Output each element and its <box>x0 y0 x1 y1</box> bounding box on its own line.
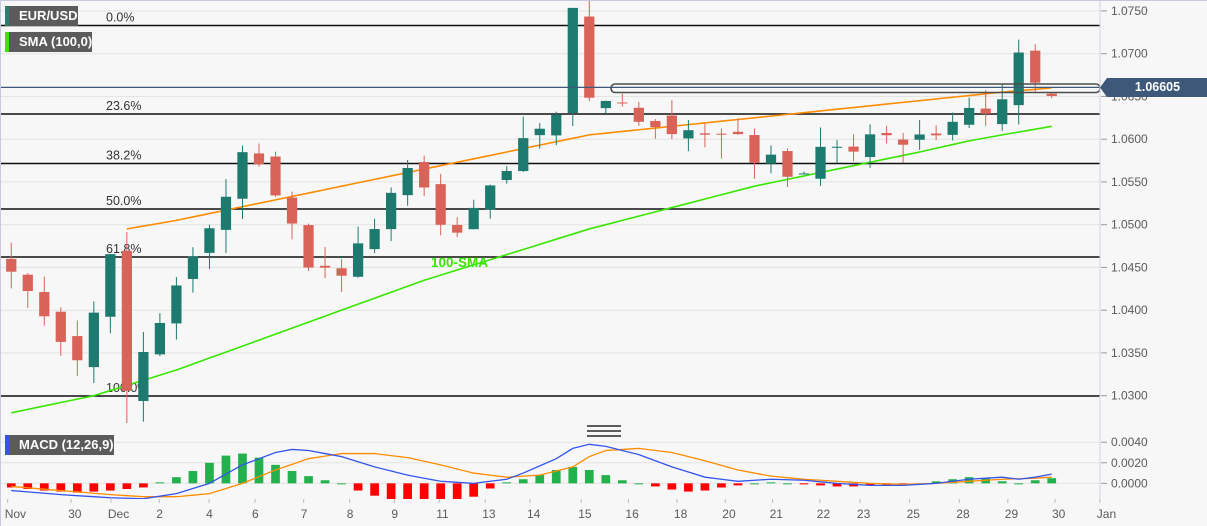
svg-text:20: 20 <box>722 507 736 521</box>
svg-text:18: 18 <box>674 507 688 521</box>
svg-text:7: 7 <box>301 507 308 521</box>
svg-text:23.6%: 23.6% <box>106 99 141 113</box>
svg-text:14: 14 <box>527 507 541 521</box>
svg-text:25: 25 <box>907 507 921 521</box>
svg-text:9: 9 <box>391 507 398 521</box>
svg-text:Nov: Nov <box>5 507 26 521</box>
svg-text:100-SMA: 100-SMA <box>431 255 488 270</box>
svg-text:0.0040: 0.0040 <box>1111 435 1148 449</box>
svg-text:1.0750: 1.0750 <box>1111 4 1148 18</box>
svg-text:1.0300: 1.0300 <box>1111 389 1148 403</box>
svg-text:1.0550: 1.0550 <box>1111 175 1148 189</box>
svg-text:30: 30 <box>1052 507 1066 521</box>
svg-text:1.0500: 1.0500 <box>1111 218 1148 232</box>
svg-text:Jan: Jan <box>1097 507 1116 521</box>
svg-text:0.0000: 0.0000 <box>1111 476 1148 490</box>
svg-text:22: 22 <box>817 507 831 521</box>
svg-text:1.0400: 1.0400 <box>1111 303 1148 317</box>
svg-text:15: 15 <box>578 507 592 521</box>
svg-text:1.0700: 1.0700 <box>1111 47 1148 61</box>
svg-text:0.0020: 0.0020 <box>1111 456 1148 470</box>
svg-text:11: 11 <box>436 507 449 521</box>
svg-text:2: 2 <box>156 507 163 521</box>
svg-text:30: 30 <box>68 507 82 521</box>
svg-text:Dec: Dec <box>108 507 129 521</box>
svg-text:1.0350: 1.0350 <box>1111 346 1148 360</box>
svg-text:13: 13 <box>482 507 496 521</box>
svg-text:1.0600: 1.0600 <box>1111 132 1148 146</box>
svg-text:4: 4 <box>206 507 213 521</box>
svg-text:6: 6 <box>252 507 259 521</box>
svg-text:50.0%: 50.0% <box>106 194 141 208</box>
svg-text:16: 16 <box>625 507 639 521</box>
svg-text:1.0450: 1.0450 <box>1111 260 1148 274</box>
svg-text:23: 23 <box>857 507 871 521</box>
svg-text:38.2%: 38.2% <box>106 149 141 163</box>
svg-text:29: 29 <box>1005 507 1019 521</box>
svg-text:28: 28 <box>956 507 970 521</box>
svg-text:0.0%: 0.0% <box>106 11 135 25</box>
svg-text:21: 21 <box>770 507 784 521</box>
svg-text:8: 8 <box>347 507 354 521</box>
